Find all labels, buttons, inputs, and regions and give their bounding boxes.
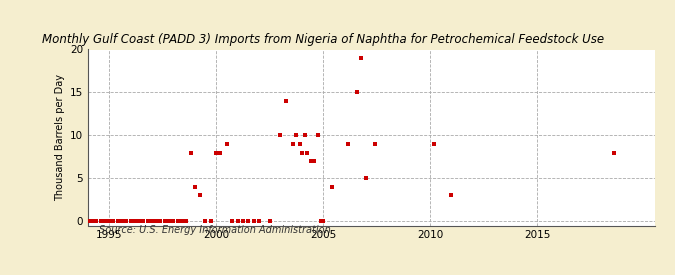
Point [186,150,196,155]
Point [280,99,291,103]
Point [117,219,128,223]
Point [316,219,327,223]
Point [215,150,225,155]
Point [429,142,439,146]
Point [300,133,310,138]
Point [82,219,93,223]
Point [172,219,183,223]
Point [125,219,136,223]
Point [159,219,170,223]
Point [205,219,216,223]
Point [355,56,366,60]
Point [138,219,148,223]
Point [194,193,205,198]
Point [238,219,248,223]
Point [248,219,259,223]
Text: Source: U.S. Energy Information Administration: Source: U.S. Energy Information Administ… [99,225,331,235]
Point [327,185,338,189]
Point [130,219,140,223]
Point [142,219,153,223]
Point [99,219,110,223]
Point [155,219,166,223]
Point [211,150,221,155]
Point [200,219,211,223]
Point [181,219,192,223]
Point [305,159,316,163]
Point [86,219,97,223]
Point [146,219,157,223]
Point [176,219,187,223]
Point [360,176,371,180]
Point [91,219,102,223]
Y-axis label: Thousand Barrels per Day: Thousand Barrels per Day [55,74,65,201]
Point [163,219,174,223]
Point [243,219,254,223]
Point [291,133,302,138]
Point [95,219,106,223]
Point [446,193,457,198]
Point [318,219,329,223]
Point [313,133,323,138]
Point [608,150,619,155]
Point [296,150,307,155]
Point [168,219,179,223]
Point [308,159,319,163]
Point [227,219,238,223]
Point [288,142,298,146]
Point [369,142,380,146]
Point [134,219,144,223]
Point [151,219,161,223]
Point [112,219,123,223]
Text: Monthly Gulf Coast (PADD 3) Imports from Nigeria of Naphtha for Petrochemical Fe: Monthly Gulf Coast (PADD 3) Imports from… [43,32,605,46]
Point [108,219,119,223]
Point [104,219,115,223]
Point [121,219,132,223]
Point [275,133,286,138]
Point [343,142,354,146]
Point [221,142,232,146]
Point [254,219,265,223]
Point [294,142,305,146]
Point [352,90,362,95]
Point [189,185,200,189]
Point [302,150,313,155]
Point [264,219,275,223]
Point [232,219,243,223]
